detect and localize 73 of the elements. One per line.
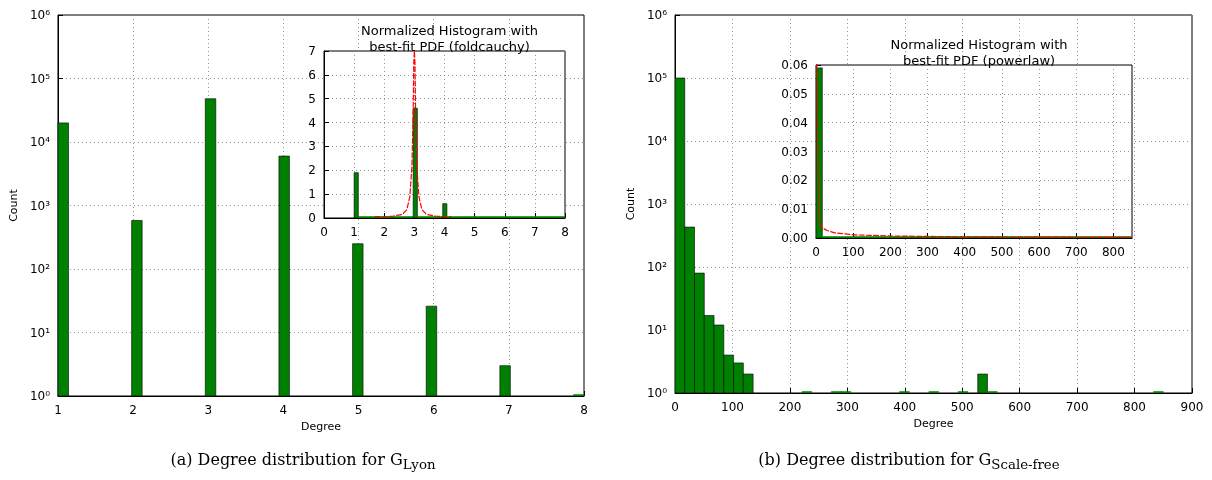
chart-title: Normalized Histogram with best-fit PDF (powerlaw) [890, 36, 1068, 68]
x-tick-label: 400 [893, 400, 917, 414]
y-tick-label: 3 [308, 139, 316, 154]
y-tick-label: 0.05 [781, 86, 808, 101]
y-tick-label: 1 [308, 187, 316, 202]
x-tick-label: 6 [429, 403, 438, 417]
x-tick-label: 500 [950, 400, 974, 414]
y-tick-label: 10⁶ [646, 8, 668, 22]
x-tick-label: 2 [129, 403, 137, 417]
x-tick-label: 3 [204, 403, 213, 417]
x-tick-label: 900 [1180, 400, 1204, 414]
y-tick-label: 4 [308, 115, 316, 130]
x-tick-label: 200 [778, 400, 802, 414]
y-tick-label: 0.06 [781, 58, 808, 72]
text: (a) Degree distribution for G$_{Lyon}$ [169, 450, 437, 473]
y-tick-label: 10¹ [29, 325, 51, 340]
y-axis-title: Count [624, 186, 638, 221]
x-tick-label: 7 [531, 225, 539, 239]
x-tick-label: 5 [470, 225, 479, 239]
x-tick-label: 1 [54, 403, 62, 417]
y-tick-label: 10¹ [646, 323, 668, 337]
x-tick-label: 300 [916, 245, 939, 259]
x-tick-label: 600 [1027, 245, 1051, 259]
y-tick-label: 10⁰ [646, 386, 668, 400]
x-tick-label: 2 [380, 225, 389, 239]
x-tick-label: 500 [990, 245, 1014, 259]
x-axis-title: Degree [300, 419, 342, 433]
x-tick-label: 0 [812, 245, 820, 259]
x-tick-label: 6 [500, 225, 509, 239]
x-tick-label: 800 [1101, 245, 1125, 259]
y-tick-label: 0.04 [781, 115, 808, 130]
y-tick-label: 10⁵ [646, 71, 668, 85]
x-tick-label: 8 [561, 225, 569, 239]
x-tick-label: 0 [320, 225, 328, 239]
y-tick-label: 10⁴ [646, 134, 668, 148]
x-tick-label: 5 [354, 403, 363, 417]
y-tick-label: 7 [308, 44, 316, 58]
x-tick-label: 8 [580, 403, 588, 417]
y-axis-title: Count [7, 188, 20, 222]
x-tick-label: 700 [1065, 400, 1089, 414]
y-tick-label: 10² [29, 262, 51, 276]
y-tick-label: 0 [308, 211, 316, 225]
x-tick-label: 7 [505, 403, 513, 417]
y-tick-label: 10⁰ [29, 389, 51, 403]
y-tick-label: 0.00 [781, 231, 808, 245]
y-tick-label: 10² [646, 260, 668, 274]
x-tick-label: 3 [410, 225, 419, 239]
x-tick-label: 200 [878, 245, 902, 259]
y-tick-label: 0.01 [781, 202, 808, 217]
x-tick-label: 4 [279, 403, 288, 417]
x-tick-label: 0 [671, 400, 679, 414]
y-tick-label: 5 [308, 91, 316, 106]
x-tick-label: 100 [720, 400, 744, 414]
chart-title: Normalized Histogram with best-fit PDF (foldcauchy) [360, 22, 539, 54]
x-axis-title: Degree [913, 416, 954, 430]
y-tick-label: 10³ [29, 198, 51, 213]
y-tick-label: 10⁶ [29, 8, 51, 22]
y-tick-label: 10⁴ [29, 135, 51, 149]
x-tick-label: 600 [1008, 400, 1032, 414]
x-tick-label: 400 [953, 245, 977, 259]
y-tick-label: 0.03 [781, 144, 808, 159]
x-tick-label: 4 [440, 225, 449, 239]
y-tick-label: 0.02 [781, 173, 808, 188]
x-tick-label: 1 [350, 225, 358, 239]
y-tick-label: 2 [308, 163, 316, 178]
text: (b) Degree distribution for G$_{Scale-free}$ [757, 450, 1061, 473]
x-tick-label: 100 [841, 245, 865, 259]
x-tick-label: 700 [1064, 245, 1088, 259]
x-tick-label: 800 [1123, 400, 1147, 414]
y-tick-label: 10³ [646, 197, 668, 211]
y-tick-label: 6 [308, 67, 316, 82]
y-tick-label: 10⁵ [29, 71, 51, 86]
x-tick-label: 300 [835, 400, 859, 414]
